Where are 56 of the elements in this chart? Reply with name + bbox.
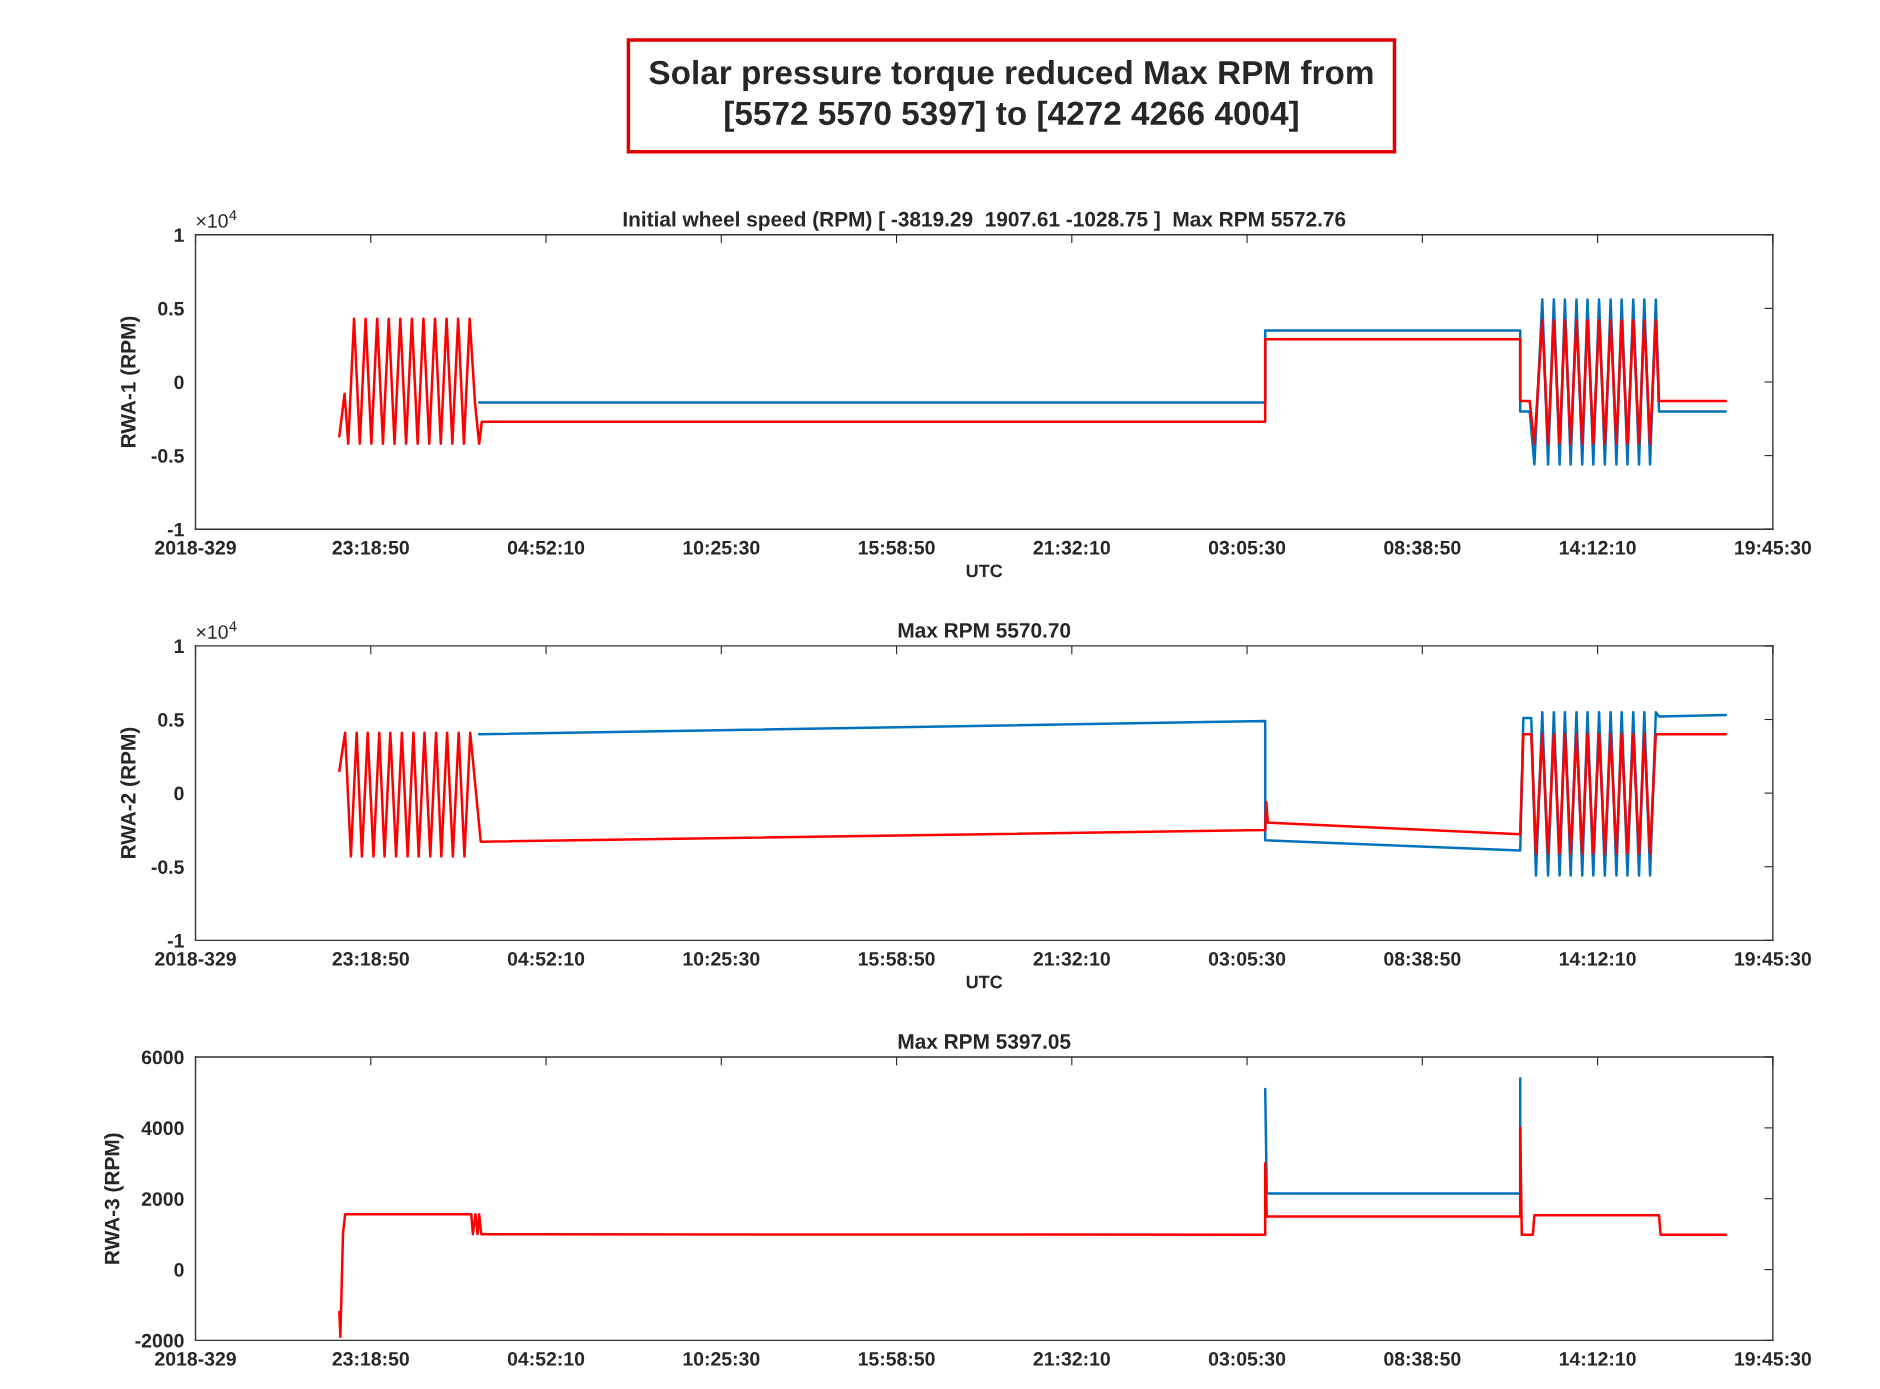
x-tick-label: 15:58:50 bbox=[858, 951, 935, 966]
x-tick-label: 03:05:30 bbox=[1208, 1352, 1286, 1366]
text: Solar pressure torque reduced Max RPM from [5572 5570 5397] to [4272 4266 4004] bbox=[649, 59, 1373, 132]
y-tick-label: 0.5 bbox=[158, 301, 184, 316]
x-tick-label: 21:32:10 bbox=[1033, 951, 1110, 966]
chart-title: Max RPM 5397.05 bbox=[898, 1034, 1071, 1049]
x-tick-label: 23:18:50 bbox=[332, 1352, 409, 1366]
y-tick-label: -0.5 bbox=[151, 449, 184, 463]
y-tick-label: 4000 bbox=[141, 1121, 184, 1136]
x-axis-title: UTC bbox=[966, 975, 1003, 989]
x-tick-label: 10:25:30 bbox=[683, 951, 760, 966]
x-tick-label: 23:18:50 bbox=[332, 951, 409, 966]
x-tick-label: 15:58:50 bbox=[858, 540, 935, 555]
x-tick-label: 14:12:10 bbox=[1559, 1352, 1636, 1366]
x-tick-label: 08:38:50 bbox=[1384, 540, 1461, 555]
x-tick-label: 23:18:50 bbox=[332, 540, 409, 555]
x-tick-label: 10:25:30 bbox=[683, 540, 760, 555]
x-tick-label: 14:12:10 bbox=[1559, 540, 1636, 555]
x-tick-label: 19:45:30 bbox=[1735, 540, 1811, 555]
y-tick-label: 2000 bbox=[141, 1192, 184, 1206]
text: ×10$^{4}$ bbox=[196, 621, 237, 639]
y-tick-label: 0 bbox=[174, 786, 184, 801]
y-tick-label: -0.5 bbox=[151, 860, 184, 874]
x-axis-title: UTC bbox=[966, 564, 1003, 578]
y-axis-title: RWA-1 (RPM) bbox=[120, 316, 140, 447]
x-tick-label: 19:45:30 bbox=[1735, 951, 1811, 966]
x-tick-label: 21:32:10 bbox=[1033, 540, 1110, 555]
x-tick-label: 03:05:30 bbox=[1208, 951, 1286, 966]
y-axis-title: RWA-2 (RPM) bbox=[120, 727, 140, 859]
y-axis-title: RWA-3 (RPM) bbox=[104, 1133, 124, 1264]
x-tick-label: 15:58:50 bbox=[858, 1352, 935, 1366]
text: ×10$^{4}$ bbox=[196, 210, 237, 228]
x-tick-label: 10:25:30 bbox=[683, 1352, 760, 1366]
x-tick-label: 2018-329 bbox=[155, 951, 236, 966]
x-tick-label: 19:45:30 bbox=[1735, 1352, 1811, 1366]
x-tick-label: 14:12:10 bbox=[1559, 951, 1636, 966]
x-tick-label: 04:52:10 bbox=[507, 1352, 585, 1366]
x-tick-label: 08:38:50 bbox=[1384, 1352, 1461, 1366]
x-tick-label: 2018-329 bbox=[155, 1352, 236, 1366]
chart-title: Initial wheel speed (RPM) [ -3819.29 1907.61 -1028.75 ] Max RPM 5572.76 bbox=[623, 211, 1346, 231]
y-tick-label: 1 bbox=[174, 639, 184, 653]
y-tick-label: 1 bbox=[174, 228, 184, 242]
x-tick-label: 03:05:30 bbox=[1208, 540, 1286, 555]
x-tick-label: 04:52:10 bbox=[507, 951, 585, 966]
x-tick-label: 21:32:10 bbox=[1033, 1352, 1110, 1366]
y-tick-label: 0 bbox=[174, 375, 184, 390]
chart-title: Max RPM 5570.70 bbox=[898, 623, 1071, 638]
y-tick-label: -1 bbox=[167, 934, 184, 948]
x-tick-label: 04:52:10 bbox=[507, 540, 585, 555]
y-tick-label: 6000 bbox=[141, 1050, 184, 1065]
y-tick-label: -2000 bbox=[135, 1333, 184, 1348]
x-tick-label: 2018-329 bbox=[155, 540, 236, 555]
y-tick-label: 0.5 bbox=[158, 712, 184, 727]
y-tick-label: 0 bbox=[174, 1263, 184, 1277]
x-tick-label: 08:38:50 bbox=[1384, 951, 1461, 966]
y-tick-label: -1 bbox=[167, 522, 184, 537]
